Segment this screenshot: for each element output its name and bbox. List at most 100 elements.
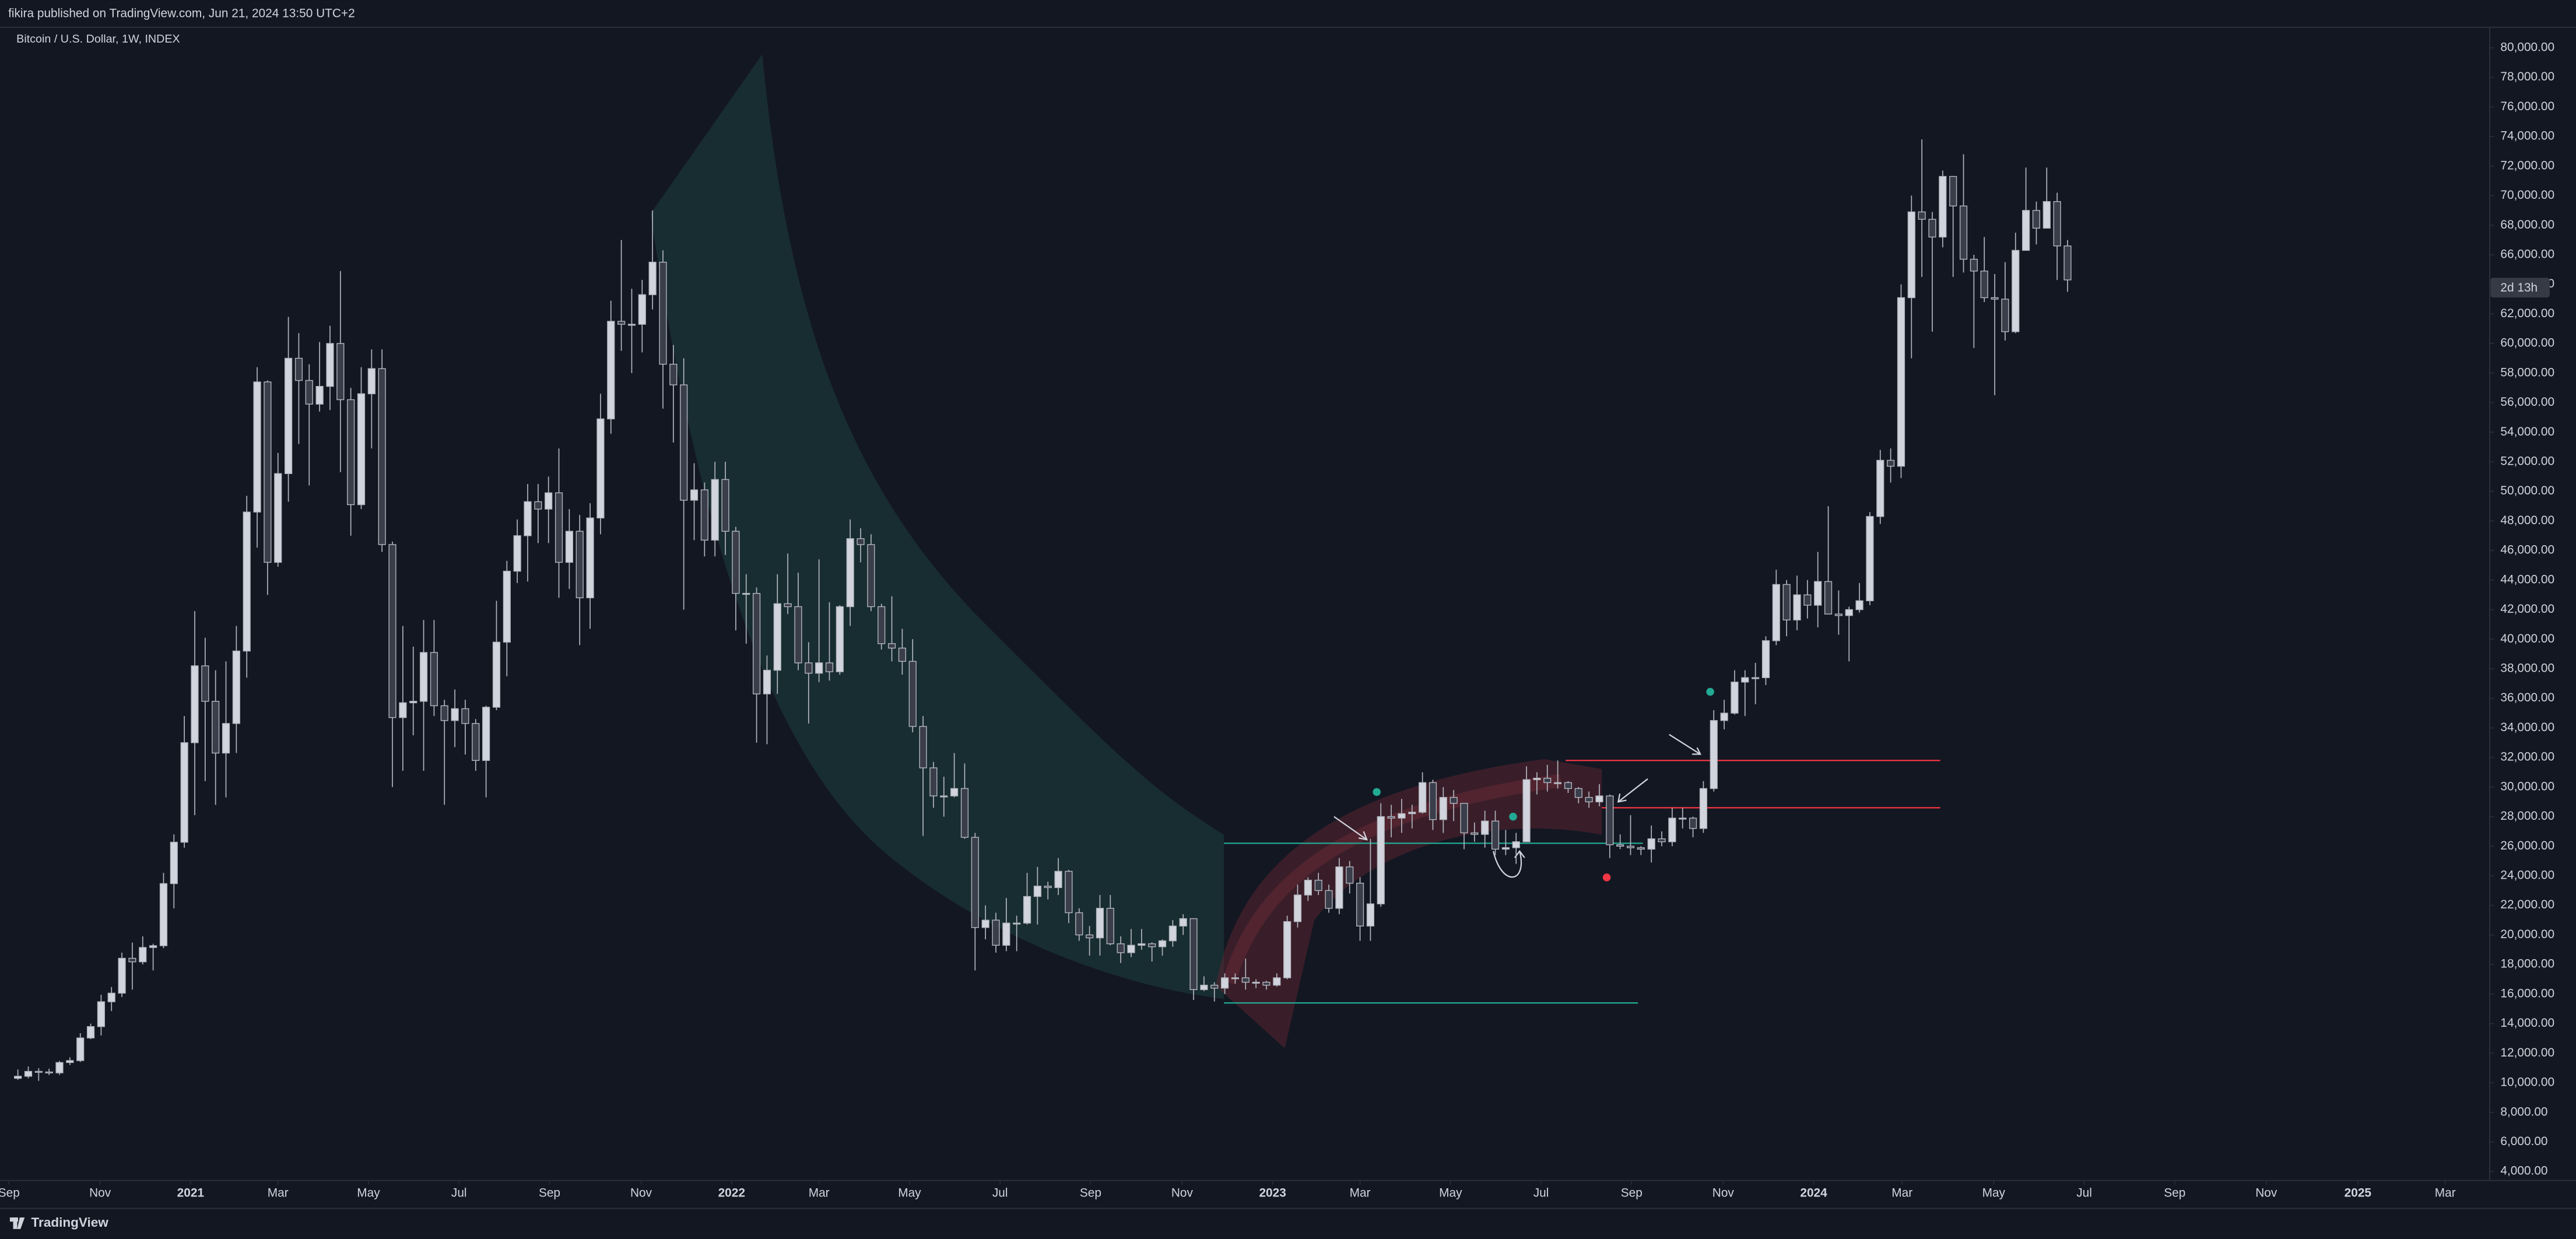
candle-body <box>1325 890 1333 909</box>
candle-body <box>1512 841 1520 848</box>
candle-body <box>264 381 272 563</box>
candle-body <box>1887 459 1895 467</box>
candle-body <box>763 669 771 694</box>
candle-body <box>1939 176 1947 238</box>
candle-body <box>191 665 199 743</box>
y-tick-label: 78,000.00 <box>2500 70 2554 83</box>
y-tick-label: 6,000.00 <box>2500 1135 2547 1148</box>
y-tick-label: 54,000.00 <box>2500 425 2554 438</box>
candle-body <box>66 1060 74 1063</box>
candle-body <box>294 357 303 381</box>
candle-body <box>898 647 907 662</box>
candle-body <box>1481 820 1489 835</box>
logo-mark <box>17 1217 25 1229</box>
candle-body <box>971 837 979 928</box>
candle-body <box>1127 945 1135 953</box>
candle-body <box>1876 459 1884 517</box>
candle-body <box>1606 795 1614 845</box>
footer-brand[interactable]: TradingView <box>31 1215 109 1230</box>
candle-body <box>586 517 594 599</box>
candle-body <box>815 662 823 674</box>
candle-body <box>2063 245 2072 280</box>
candle-body <box>97 1001 105 1027</box>
y-tick-label: 16,000.00 <box>2500 987 2554 1000</box>
candle-body <box>960 788 969 838</box>
candle-body <box>2012 250 2020 332</box>
candle-body <box>1419 782 1427 813</box>
candle-body <box>482 707 490 761</box>
candle-body <box>1720 712 1728 721</box>
x-tick-label: Nov <box>1171 1187 1194 1200</box>
candle-body <box>1824 581 1833 615</box>
candle-body <box>1647 838 1655 850</box>
y-tick-label: 10,000.00 <box>2500 1076 2554 1089</box>
y-tick-label: 62,000.00 <box>2500 307 2554 320</box>
candle-body <box>503 570 511 643</box>
candle-body <box>659 261 667 365</box>
y-tick-label: 28,000.00 <box>2500 809 2554 823</box>
logo-mark <box>13 1217 17 1229</box>
candle-body <box>784 603 792 608</box>
candle-body <box>347 399 355 506</box>
x-tick-label: Sep <box>539 1187 560 1200</box>
candle-body <box>1439 796 1447 820</box>
candle-body <box>1626 845 1635 848</box>
candle-body <box>1501 847 1510 850</box>
y-tick-label: 14,000.00 <box>2500 1016 2554 1030</box>
x-tick-label: Jul <box>2076 1187 2092 1200</box>
candle-body <box>648 261 657 296</box>
candle-body <box>45 1071 53 1073</box>
candle-body <box>472 723 480 761</box>
y-tick-label: 72,000.00 <box>2500 159 2554 172</box>
candle-body <box>1710 720 1718 789</box>
candle-body <box>950 788 959 796</box>
y-tick-label: 42,000.00 <box>2500 602 2554 616</box>
candle-body <box>1179 918 1187 926</box>
candle-body <box>1761 640 1770 678</box>
candle-body <box>1616 844 1624 847</box>
x-tick-label: 2024 <box>1800 1187 1827 1200</box>
candle-body <box>232 650 240 724</box>
candle-body <box>149 945 157 948</box>
x-tick-label: May <box>1439 1187 1462 1200</box>
candle-body <box>492 641 501 708</box>
candle-body <box>451 708 459 721</box>
candle-body <box>857 538 865 545</box>
y-tick-label: 76,000.00 <box>2500 100 2554 113</box>
candle-body <box>461 708 469 724</box>
candle-body <box>1366 903 1374 926</box>
candle-body <box>1970 258 1978 272</box>
candle-body <box>378 368 386 545</box>
y-tick-label: 68,000.00 <box>2500 218 2554 231</box>
x-tick-label: Sep <box>0 1187 20 1200</box>
candle-body <box>430 652 438 707</box>
candle-body <box>1220 977 1229 989</box>
candle-body <box>1054 871 1062 889</box>
header-text: fikira published on TradingView.com, Jun… <box>8 7 355 20</box>
candle-body <box>1241 977 1250 983</box>
red-curve-core <box>1222 774 1562 985</box>
candle-body <box>1564 782 1573 789</box>
y-tick-label: 24,000.00 <box>2500 869 2554 882</box>
candle-body <box>545 492 553 510</box>
y-tick-label: 58,000.00 <box>2500 366 2554 379</box>
y-tick-label: 80,000.00 <box>2500 40 2554 54</box>
x-tick-label: Jul <box>451 1187 467 1200</box>
candle-body <box>1189 918 1198 990</box>
candle-body <box>773 603 781 671</box>
arrows <box>1333 733 1702 878</box>
candle-body <box>285 357 293 474</box>
x-tick-label: Sep <box>1080 1187 1101 1200</box>
candle-body <box>336 343 345 401</box>
candle-body <box>836 606 844 672</box>
x-tick-label: Nov <box>630 1187 652 1200</box>
candle-body <box>159 883 168 946</box>
candle-body <box>742 592 750 595</box>
candle-body <box>326 343 334 387</box>
candle-body <box>1793 594 1801 621</box>
arrow <box>1669 733 1702 755</box>
candle-body <box>2042 201 2051 229</box>
signal-dot <box>1706 687 1714 696</box>
x-tick-label: Nov <box>1712 1187 1735 1200</box>
candle-body <box>1782 584 1791 621</box>
